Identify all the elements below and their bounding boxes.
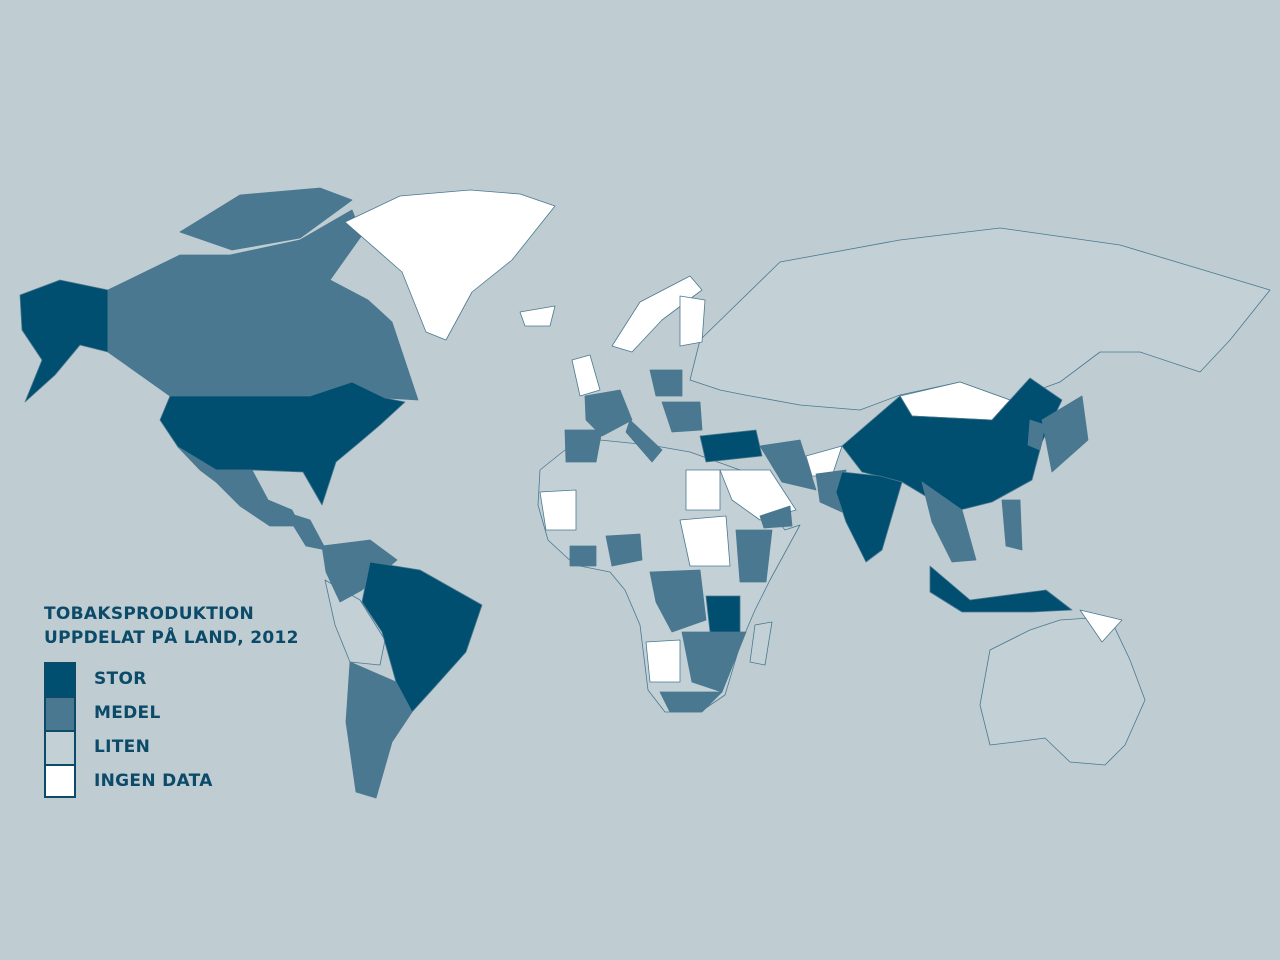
region-ivory-coast [569,545,597,567]
region-brazil [361,561,483,713]
legend-label: MEDEL [94,703,161,723]
legend-swatch [44,730,76,764]
legend-swatch [44,696,76,730]
region-turkey [699,429,763,463]
legend-swatch [44,662,76,696]
region-ethiopia-kenya [735,529,773,583]
region-angola [645,639,681,683]
region-spain [564,429,603,463]
legend-title-line1: TOBAKSPRODUKTION [44,604,255,624]
region-uk [571,354,601,397]
region-indonesia [929,565,1073,613]
region-philippines [1001,499,1023,551]
region-japan [1041,395,1089,473]
legend-item-liten: LITEN [44,730,299,764]
region-mauritania [539,489,577,531]
region-france [584,389,633,437]
legend-item-ingen-data: INGEN DATA [44,764,299,798]
legend-swatch [44,764,76,798]
region-yemen [759,505,793,529]
region-korea [1027,419,1046,451]
region-central-america [284,511,327,551]
region-tanzania [705,595,741,637]
region-balkans [661,401,703,433]
region-poland [649,369,683,397]
region-iran [759,439,817,491]
region-colombia-venezuela [321,539,398,603]
region-pakistan [815,469,847,513]
legend-title-line2: UPPDELAT PÅ LAND, 2012 [44,628,299,648]
region-iceland [519,305,556,327]
region-south-africa [659,691,723,713]
region-egypt [685,469,721,511]
region-india [835,471,903,563]
region-usa [159,381,406,506]
region-russia [689,227,1271,411]
legend: TOBAKSPRODUKTION UPPDELAT PÅ LAND, 2012 … [44,602,299,798]
region-argentina [345,661,413,799]
region-canada-arctic [179,187,353,251]
region-papua-new-guinea [1079,609,1123,643]
legend-label: LITEN [94,737,151,757]
region-finland [679,295,706,347]
legend-item-stor: STOR [44,662,299,696]
region-italy [625,419,663,463]
legend-item-medel: MEDEL [44,696,299,730]
region-australia [979,617,1146,766]
region-norway [611,275,703,353]
region-southeast-asia [921,481,977,563]
region-sudan [679,515,731,567]
region-nigeria [605,533,643,567]
region-alaska [19,279,109,403]
legend-label: INGEN DATA [94,771,213,791]
region-congo [649,569,707,633]
region-greenland [344,189,556,341]
legend-label: STOR [94,669,147,689]
region-madagascar [749,621,773,666]
